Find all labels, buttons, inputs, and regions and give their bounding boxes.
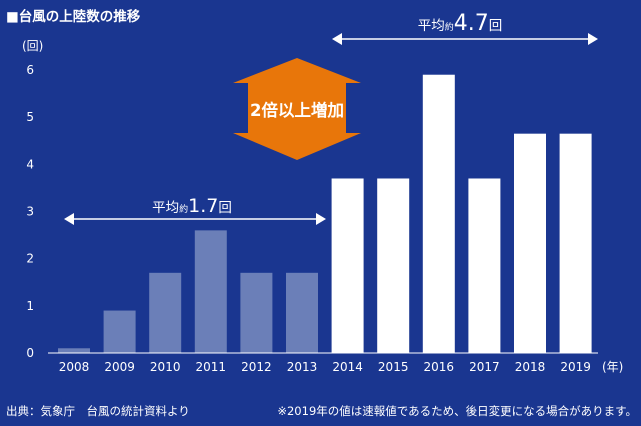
- bar-2011: [194, 230, 227, 353]
- bar-2019: [559, 133, 592, 353]
- bar-2014: [331, 178, 364, 353]
- bar-2017: [468, 178, 501, 353]
- y-tick-label: 4: [26, 157, 34, 171]
- increase-badge-shape: [233, 58, 361, 160]
- bar-2012: [240, 272, 273, 353]
- bar-2010: [149, 272, 182, 353]
- bars: [58, 74, 592, 353]
- avg-after-annotation: 平均約4.7回: [332, 11, 598, 45]
- x-tick-label: 2019: [560, 360, 591, 374]
- x-tick-label: 2013: [287, 360, 318, 374]
- y-axis-label: (回): [22, 39, 43, 53]
- x-axis-label: (年): [602, 360, 623, 374]
- bar-2016: [422, 74, 455, 353]
- bar-2008: [58, 348, 90, 353]
- x-tick-label: 2015: [378, 360, 409, 374]
- x-tick-label: 2014: [332, 360, 363, 374]
- avg-before-annotation: 平均約1.7回: [64, 195, 326, 225]
- bar-2018: [514, 133, 546, 353]
- x-tick-label: 2012: [241, 360, 272, 374]
- y-tick-label: 0: [26, 346, 34, 360]
- y-tick-label: 5: [26, 110, 34, 124]
- avg-after-arrow-left: [332, 33, 342, 45]
- avg-after-arrow-right: [588, 33, 598, 45]
- y-axis-ticks: 0 1 2 3 4 5 6: [26, 63, 34, 360]
- increase-badge-label: 2倍以上増加: [250, 100, 344, 120]
- source-note: 出典：気象庁 台風の統計資料より: [6, 404, 190, 418]
- x-tick-label: 2010: [150, 360, 181, 374]
- increase-badge: 2倍以上増加: [233, 58, 361, 160]
- chart-title: ■台風の上陸数の推移: [6, 8, 141, 25]
- x-tick-label: 2009: [104, 360, 135, 374]
- bar-2015: [377, 178, 410, 353]
- x-tick-label: 2018: [515, 360, 546, 374]
- bar-2009: [103, 310, 136, 353]
- y-tick-label: 6: [26, 63, 34, 77]
- avg-after-label: 平均約4.7回: [418, 11, 503, 36]
- x-tick-label: 2017: [469, 360, 500, 374]
- bar-2013: [286, 272, 318, 353]
- y-tick-label: 2: [26, 252, 34, 266]
- x-tick-label: 2011: [196, 360, 227, 374]
- avg-before-arrow-right: [316, 213, 326, 225]
- x-axis-ticks: 2008 2009 2010 2011 2012 2013 2014 2015 2016 2017…: [59, 360, 591, 374]
- y-tick-label: 1: [26, 299, 34, 313]
- disclaimer-note: ※2019年の値は速報値であるため、後日変更になる場合があります。: [277, 404, 637, 418]
- avg-before-label: 平均約1.7回: [152, 195, 232, 217]
- x-tick-label: 2008: [59, 360, 90, 374]
- x-tick-label: 2016: [424, 360, 455, 374]
- avg-before-arrow-left: [64, 213, 74, 225]
- y-tick-label: 3: [26, 205, 34, 219]
